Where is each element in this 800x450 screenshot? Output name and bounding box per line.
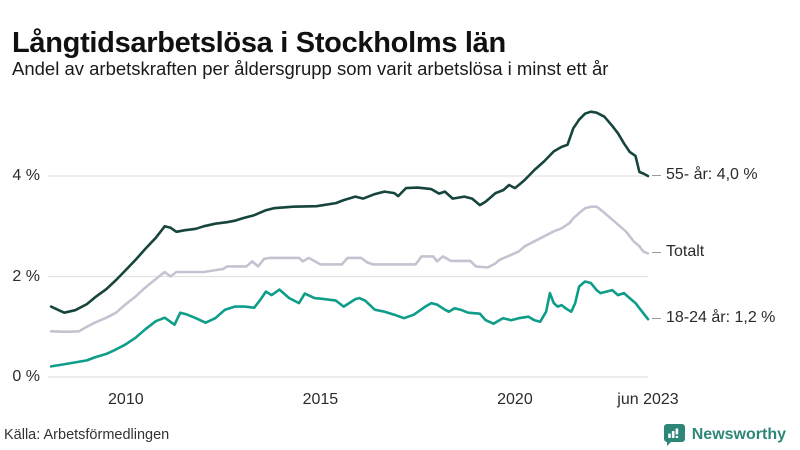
series-label-text: 18-24 år: 1,2 % <box>666 309 776 327</box>
series-label-text: 55- år: 4,0 % <box>666 166 758 183</box>
series-line-55-r <box>49 110 650 315</box>
series-line-Totalt <box>49 205 650 334</box>
label-tick-dash <box>652 317 661 319</box>
label-tick-dash <box>652 174 661 176</box>
y-axis-tick-0: 0 % <box>12 368 40 385</box>
series-label-18-24-ar: 18-24 år: 1,2 % <box>649 309 775 327</box>
series-label-55-ar: 55- år: 4,0 % <box>649 166 758 184</box>
newsworthy-logo-icon <box>663 424 685 446</box>
y-axis-tick-4: 4 % <box>12 167 40 184</box>
x-axis-tick-2010: 2010 <box>108 391 144 408</box>
newsworthy-link[interactable]: Newsworthy <box>663 424 786 446</box>
series-label-text: Totalt <box>666 243 705 261</box>
x-axis-tick-2020: 2020 <box>497 391 533 408</box>
x-axis-tick-jun2023: jun 2023 <box>617 391 679 408</box>
series-line-18-24r <box>49 280 650 368</box>
page-title: Långtidsarbetslösa i Stockholms län <box>12 27 506 60</box>
y-axis-tick-2: 2 % <box>12 267 40 285</box>
label-tick-dash <box>652 251 661 253</box>
x-axis-tick-2015: 2015 <box>302 391 339 408</box>
source-attribution: Källa: Arbetsförmedlingen <box>4 427 170 443</box>
newsworthy-wordmark: Newsworthy <box>691 426 786 443</box>
chart-subtitle: Andel av arbetskraften per åldersgrupp s… <box>12 58 609 79</box>
series-label-totalt: Totalt <box>649 243 704 261</box>
